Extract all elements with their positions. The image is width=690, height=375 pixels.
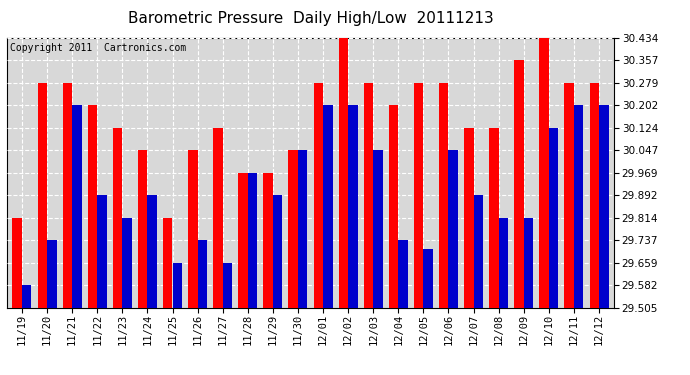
- Bar: [148, 195, 157, 308]
- Bar: [197, 240, 207, 308]
- Bar: [499, 218, 509, 308]
- Bar: [112, 128, 122, 308]
- Bar: [339, 38, 348, 308]
- Bar: [549, 128, 558, 308]
- Bar: [313, 82, 323, 308]
- Bar: [514, 60, 524, 308]
- Bar: [524, 218, 533, 308]
- Bar: [599, 105, 609, 308]
- Text: Copyright 2011  Cartronics.com: Copyright 2011 Cartronics.com: [10, 43, 186, 53]
- Bar: [264, 172, 273, 308]
- Bar: [439, 82, 449, 308]
- Bar: [388, 105, 398, 308]
- Bar: [464, 128, 473, 308]
- Bar: [373, 150, 383, 308]
- Bar: [248, 172, 257, 308]
- Bar: [540, 38, 549, 308]
- Bar: [273, 195, 282, 308]
- Bar: [238, 172, 248, 308]
- Bar: [88, 105, 97, 308]
- Bar: [37, 82, 47, 308]
- Bar: [213, 128, 223, 308]
- Bar: [414, 82, 424, 308]
- Bar: [589, 82, 599, 308]
- Bar: [163, 218, 172, 308]
- Bar: [398, 240, 408, 308]
- Bar: [564, 82, 574, 308]
- Bar: [473, 195, 483, 308]
- Bar: [97, 195, 107, 308]
- Bar: [489, 128, 499, 308]
- Bar: [424, 249, 433, 308]
- Bar: [188, 150, 197, 308]
- Bar: [448, 150, 458, 308]
- Bar: [574, 105, 584, 308]
- Bar: [364, 82, 373, 308]
- Bar: [348, 105, 357, 308]
- Bar: [12, 218, 22, 308]
- Bar: [138, 150, 148, 308]
- Bar: [223, 263, 233, 308]
- Bar: [22, 285, 32, 308]
- Bar: [172, 263, 182, 308]
- Bar: [63, 82, 72, 308]
- Bar: [288, 150, 298, 308]
- Bar: [72, 105, 81, 308]
- Text: Barometric Pressure  Daily High/Low  20111213: Barometric Pressure Daily High/Low 20111…: [128, 11, 493, 26]
- Bar: [47, 240, 57, 308]
- Bar: [298, 150, 308, 308]
- Bar: [122, 218, 132, 308]
- Bar: [323, 105, 333, 308]
